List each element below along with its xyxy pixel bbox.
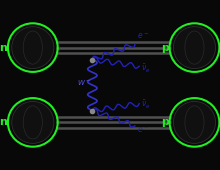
Ellipse shape — [173, 101, 216, 143]
Text: $W^-$: $W^-$ — [77, 78, 91, 87]
Ellipse shape — [173, 27, 216, 69]
Text: p: p — [161, 43, 169, 53]
Text: $\bar{\nu}_e$: $\bar{\nu}_e$ — [141, 98, 151, 111]
Text: p: p — [161, 117, 169, 127]
Text: $\bar{\nu}_e$: $\bar{\nu}_e$ — [141, 63, 151, 75]
Text: $e^-$: $e^-$ — [137, 31, 149, 41]
Text: n: n — [0, 117, 7, 127]
Text: n: n — [0, 43, 7, 53]
Ellipse shape — [12, 27, 54, 69]
Ellipse shape — [12, 101, 54, 143]
Text: $e^-$: $e^-$ — [137, 125, 149, 135]
